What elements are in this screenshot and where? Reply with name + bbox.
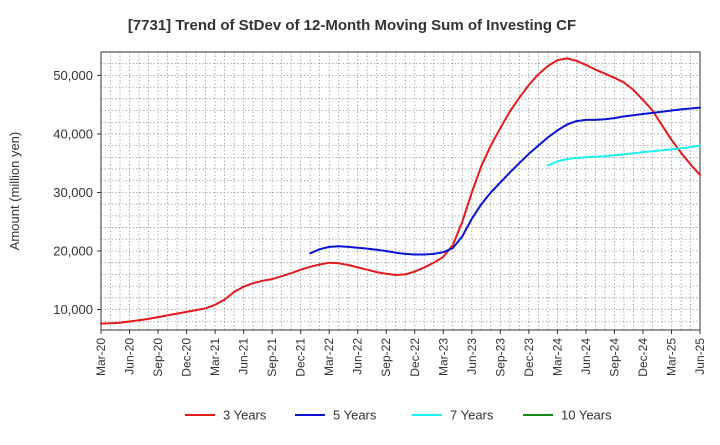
x-tick-label: Jun-21: [237, 338, 251, 375]
x-tick-label: Mar-24: [550, 338, 564, 376]
axes: 10,000 20,000 30,000 40,000 50,000 Mar-20 Jun-…: [53, 51, 707, 377]
y-tick-label: 40,000: [53, 126, 93, 141]
x-tick-label: Mar-22: [322, 338, 336, 376]
legend-item-3-years: 3 Years: [185, 408, 267, 423]
x-tick-label: Dec-23: [522, 338, 536, 377]
x-tick-label: Dec-24: [636, 338, 650, 377]
series-line-3-years: [100, 57, 701, 325]
series-line-7-years: [546, 144, 701, 167]
y-axis-label: Amount (million yen): [7, 132, 22, 251]
x-tick-label: Dec-22: [408, 338, 422, 377]
legend: 3 Years 5 Years 7 Years 10 Years: [185, 408, 612, 423]
legend-item-5-years: 5 Years: [295, 408, 377, 423]
x-tick-label: Jun-20: [123, 338, 137, 375]
x-tick-label: Sep-24: [607, 338, 621, 377]
x-tick-label: Mar-23: [436, 338, 450, 376]
x-tick-label: Sep-20: [151, 338, 165, 377]
x-tick-label: Jun-24: [579, 338, 593, 375]
x-tick-label: Mar-20: [94, 338, 108, 376]
legend-label: 3 Years: [223, 408, 267, 423]
x-tick-label: Mar-21: [208, 338, 222, 376]
legend-item-7-years: 7 Years: [412, 408, 494, 423]
legend-label: 10 Years: [561, 408, 612, 423]
x-tick-label: Sep-23: [493, 338, 507, 377]
x-tick-label: Mar-25: [664, 338, 678, 376]
legend-label: 5 Years: [333, 408, 377, 423]
series-lines: [100, 57, 701, 325]
x-tick-label: Dec-21: [294, 338, 308, 377]
legend-label: 7 Years: [450, 408, 494, 423]
y-tick-label: 20,000: [53, 243, 93, 258]
x-tick-label: Jun-23: [465, 338, 479, 375]
legend-item-10-years: 10 Years: [523, 408, 612, 423]
y-tick-label: 50,000: [53, 68, 93, 83]
x-tick-label: Sep-22: [379, 338, 393, 377]
x-tick-label: Jun-25: [693, 338, 707, 375]
y-tick-label: 30,000: [53, 185, 93, 200]
x-tick-label: Dec-20: [180, 338, 194, 377]
y-tick-label: 10,000: [53, 302, 93, 317]
grid-lines: [100, 51, 701, 330]
x-tick-label: Sep-21: [265, 338, 279, 377]
x-tick-label: Jun-22: [351, 338, 365, 375]
chart-title: [7731] Trend of StDev of 12-Month Moving…: [128, 17, 576, 34]
plot-frame: [100, 51, 701, 331]
series-line-5-years: [309, 106, 701, 256]
